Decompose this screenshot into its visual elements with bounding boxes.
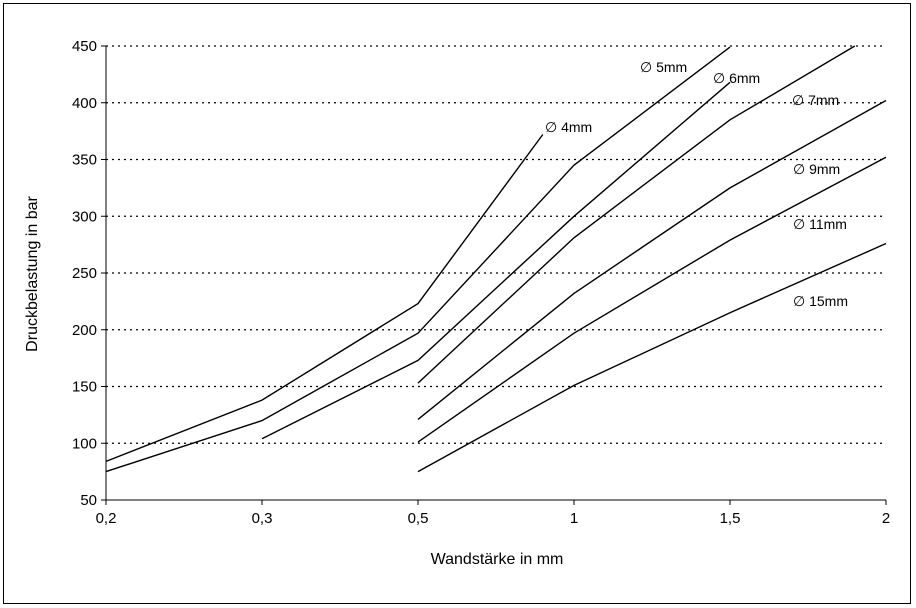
y-tick-label: 150 [72, 379, 97, 396]
series-labels: ∅ 4mm ∅ 5mm ∅ 6mm ∅ 7mm ∅ 9mm ∅ 11mm ∅ 15mm [545, 59, 848, 309]
series-line [417, 156, 887, 443]
x-tick-labels: 0,2 0,3 0,5 1 1,5 2 [96, 510, 891, 527]
x-tick-label: 0,3 [252, 510, 273, 527]
chart-frame: 50 100 150 200 250 300 350 400 450 0,2 0,3 0,5 1 1,5… [3, 3, 911, 604]
series-label: ∅ 15mm [793, 293, 848, 309]
y-tick-label: 250 [72, 265, 97, 282]
y-tick-label: 300 [72, 208, 97, 225]
y-tick-label: 200 [72, 322, 97, 339]
x-tick-label: 0,2 [96, 510, 117, 527]
y-tick-label: 400 [72, 95, 97, 112]
y-tick-label: 100 [72, 435, 97, 452]
series-label: ∅ 5mm [640, 59, 687, 75]
x-tick-label: 1 [570, 510, 578, 527]
x-tick-label: 1,5 [720, 510, 741, 527]
series-label: ∅ 11mm [793, 216, 847, 232]
x-tick-label: 0,5 [408, 510, 429, 527]
x-tick-label: 2 [882, 510, 890, 527]
series-line [417, 242, 887, 473]
series-lines [105, 45, 887, 473]
axes [101, 45, 887, 505]
y-tick-label: 350 [72, 152, 97, 169]
y-tick-labels: 50 100 150 200 250 300 350 400 450 [72, 38, 97, 509]
series-line [105, 46, 731, 473]
series-label: ∅ 9mm [793, 161, 840, 177]
y-tick-label: 450 [72, 38, 97, 55]
series-label: ∅ 6mm [713, 70, 760, 86]
series-line [417, 99, 887, 420]
line-chart: 50 100 150 200 250 300 350 400 450 0,2 0,3 0,5 1 1,5… [24, 38, 891, 568]
y-axis-title: Druckbelastung in bar [24, 196, 41, 352]
series-label: ∅ 7mm [792, 92, 839, 108]
series-line [105, 134, 544, 463]
series-label: ∅ 4mm [545, 119, 592, 135]
series-line [261, 81, 731, 440]
y-tick-label: 50 [80, 492, 97, 509]
gridlines [106, 45, 886, 444]
series-line [417, 45, 856, 384]
x-axis-title: Wandstärke in mm [431, 551, 564, 568]
